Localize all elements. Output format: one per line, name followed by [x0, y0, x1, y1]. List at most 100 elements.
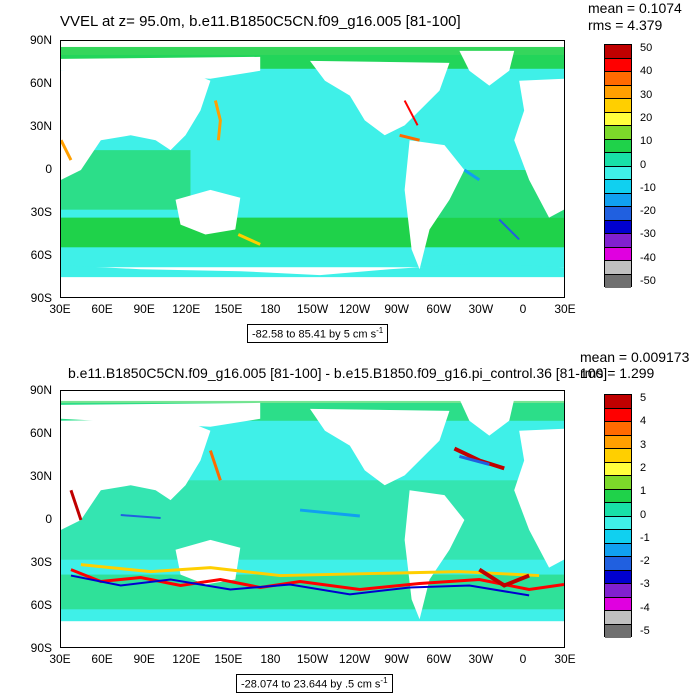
bottom-colorbar-swatch: [605, 611, 631, 625]
bottom-colorbar-label: -4: [640, 601, 650, 614]
top-lat-label-60s: 60S: [30, 248, 52, 262]
top-colorbar-swatch: [605, 153, 631, 167]
top-colorbar: [604, 44, 632, 288]
top-lon-label: 30W: [468, 302, 494, 316]
top-colorbar-swatch: [605, 45, 631, 59]
top-colorbar-label: 50: [640, 42, 653, 54]
bottom-lon-label: 90E: [133, 652, 155, 666]
bottom-mean-label: mean = 0.009173: [580, 349, 690, 365]
top-colorbar-swatch: [605, 85, 631, 99]
top-lon-label: 120E: [172, 302, 201, 316]
bottom-colorbar-label: 2: [640, 461, 647, 474]
bottom-colorbar-label: 0: [640, 508, 647, 521]
bottom-colorbar-swatch: [605, 597, 631, 611]
bottom-colorbar-swatch: [605, 476, 631, 490]
bottom-plot-title: b.e11.B1850C5CN.f09_g16.005 [81-100] - b…: [68, 365, 608, 381]
top-lon-label: 60W: [426, 302, 452, 316]
top-lon-label: 60E: [91, 302, 113, 316]
bottom-lon-label: 30W: [468, 652, 494, 666]
top-lat-label-90s: 90S: [30, 291, 52, 305]
top-colorbar-swatch: [605, 139, 631, 153]
top-colorbar-swatch: [605, 207, 631, 221]
top-colorbar-swatch: [605, 220, 631, 234]
top-colorbar-label: -10: [640, 181, 656, 194]
top-mean-label: mean = 0.1074: [588, 0, 682, 16]
top-colorbar-label: -30: [640, 228, 656, 241]
top-colorbar-swatch: [605, 99, 631, 113]
top-lat-label-0: 0: [45, 162, 52, 176]
bottom-colorbar-swatch: [605, 449, 631, 463]
bottom-colorbar-label: -3: [640, 578, 650, 591]
bottom-lat-label-60n: 60N: [29, 426, 52, 440]
bottom-lat-label-90s: 90S: [30, 641, 52, 655]
bottom-contour-range: -28.074 to 23.644 by .5 cm s-1: [236, 674, 393, 693]
bottom-lat-label-60s: 60S: [30, 598, 52, 612]
bottom-map-canvas: [61, 391, 564, 647]
bottom-lon-label: 60E: [91, 652, 113, 666]
top-contour-range: -82.58 to 85.41 by 5 cm s-1: [247, 324, 389, 343]
top-colorbar-swatch: [605, 193, 631, 207]
top-colorbar-label: -20: [640, 205, 656, 218]
top-lon-label: 150W: [296, 302, 329, 316]
top-colorbar-swatch: [605, 126, 631, 140]
bottom-colorbar: [604, 394, 632, 638]
bottom-rms-label: rms = 1.299: [580, 365, 655, 381]
bottom-ocean-map: [60, 390, 565, 648]
top-lat-label-30s: 30S: [30, 205, 52, 219]
top-colorbar-label: 40: [640, 65, 653, 78]
bottom-colorbar-swatch: [605, 557, 631, 571]
bottom-colorbar-swatch: [605, 570, 631, 584]
top-colorbar-label: 20: [640, 111, 653, 124]
bottom-lon-label: 180: [260, 652, 281, 666]
top-colorbar-label: -40: [640, 251, 656, 264]
top-colorbar-swatch: [605, 72, 631, 86]
bottom-lon-label: 0: [519, 652, 527, 666]
bottom-colorbar-swatch: [605, 624, 631, 638]
top-colorbar-label: 30: [640, 88, 653, 101]
bottom-colorbar-swatch: [605, 422, 631, 436]
top-colorbar-label: -50: [640, 275, 656, 287]
bottom-colorbar-label: 5: [640, 392, 647, 404]
top-colorbar-swatch: [605, 166, 631, 180]
bottom-lon-label: 30E: [49, 652, 71, 666]
top-colorbar-swatch: [605, 247, 631, 261]
top-lon-label: 30E: [49, 302, 71, 316]
top-colorbar-swatch: [605, 261, 631, 275]
bottom-colorbar-label: -1: [640, 531, 650, 544]
top-ocean-map: [60, 40, 565, 298]
bottom-colorbar-swatch: [605, 584, 631, 598]
bottom-colorbar-swatch: [605, 543, 631, 557]
bottom-lat-label-30s: 30S: [30, 555, 52, 569]
bottom-lon-label: 120E: [172, 652, 201, 666]
bottom-lat-label-30n: 30N: [29, 469, 52, 483]
top-lat-label-30n: 30N: [29, 119, 52, 133]
top-lon-label: 0: [519, 302, 527, 316]
top-colorbar-swatch: [605, 112, 631, 126]
bottom-colorbar-label: -2: [640, 555, 650, 568]
top-lon-label: 180: [260, 302, 281, 316]
bottom-colorbar-swatch: [605, 516, 631, 530]
top-lon-label: 90W: [384, 302, 409, 316]
top-lon-label: 120W: [338, 302, 371, 316]
top-lat-label-60n: 60N: [29, 76, 52, 90]
bottom-colorbar-swatch: [605, 462, 631, 476]
bottom-map-panel: b.e11.B1850C5CN.f09_g16.005 [81-100] - b…: [0, 349, 700, 700]
top-lon-label: 90E: [133, 302, 155, 316]
bottom-lon-label: 60W: [426, 652, 452, 666]
top-lon-label: 150E: [214, 302, 243, 316]
bottom-colorbar-swatch: [605, 530, 631, 544]
top-colorbar-swatch: [605, 234, 631, 248]
bottom-lon-label: 120W: [338, 652, 371, 666]
top-colorbar-swatch: [605, 58, 631, 72]
top-map-panel: VVEL at z= 95.0m, b.e11.B1850C5CN.f09_g1…: [29, 0, 682, 343]
bottom-colorbar-swatch: [605, 395, 631, 409]
bottom-lat-label-0: 0: [45, 512, 52, 526]
top-rms-label: rms = 4.379: [588, 17, 663, 33]
bottom-colorbar-swatch: [605, 489, 631, 503]
bottom-colorbar-label: 1: [640, 485, 647, 498]
top-colorbar-label: 10: [640, 135, 653, 148]
top-map-canvas: [61, 41, 564, 297]
bottom-lon-label: 150W: [296, 652, 329, 666]
top-lat-label-90n: 90N: [29, 33, 52, 47]
bottom-lon-label: 150E: [214, 652, 243, 666]
